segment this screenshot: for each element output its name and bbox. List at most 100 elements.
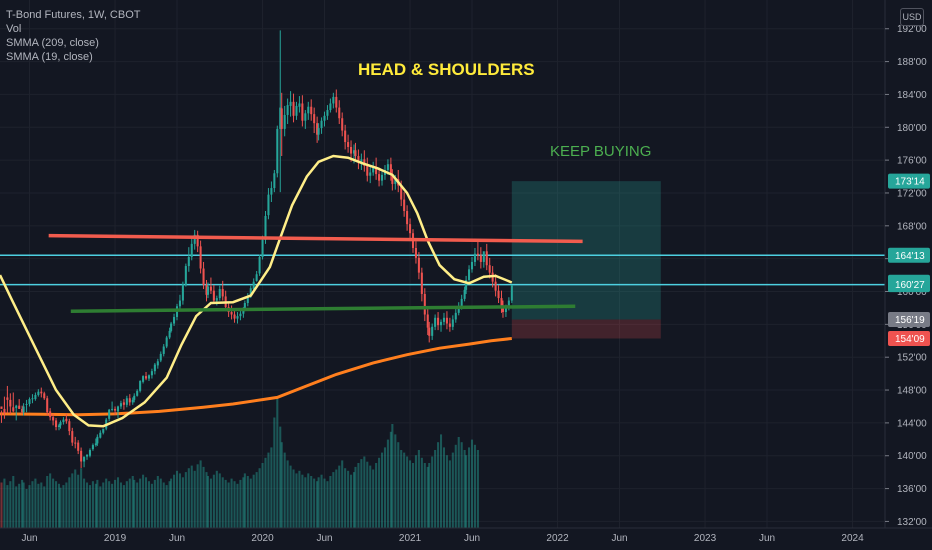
volume-bar [442,447,446,528]
volume-bar [206,476,210,528]
candle-body [482,251,485,262]
smma-slow-line [0,337,512,417]
volume-bar [105,478,108,528]
candle-body [341,118,344,131]
candle-body [406,211,409,225]
candle-body [378,174,381,181]
volume-bar [46,476,49,528]
candle-body [307,106,310,114]
candle-body [316,123,319,135]
volume-bar [310,476,313,528]
volume-bar [131,476,134,528]
candle-body [504,306,507,313]
candle-body [286,105,289,115]
candle-body [28,399,31,405]
volume-bar [323,478,326,528]
candle-body [386,164,389,170]
candle-body [165,337,168,347]
volume-bar [77,474,80,528]
candle-body [354,150,357,157]
volume-bar [267,452,270,528]
candle-body [22,406,25,413]
candle-body [485,251,488,266]
candle-body [15,405,18,409]
candle-body [88,449,92,456]
pattern-annotation: HEAD & SHOULDERS [358,60,535,79]
candle-body [445,317,448,324]
volume-bar [465,455,468,528]
volume-bar [468,447,471,528]
volume-bar [159,478,162,528]
candle-body [372,167,375,173]
candle-body [439,321,443,326]
volume-bar [423,463,426,528]
volume-bar [170,478,173,528]
volume-bar [184,472,187,528]
volume-bar [224,479,227,528]
candle-body [323,115,326,121]
volume-bar [122,485,125,528]
time-tick-label: 2022 [546,533,569,544]
price-tick-label: 152'00 [897,353,927,364]
volume-bar [111,483,114,528]
position-target-zone [511,181,661,320]
volume-bar [74,469,77,528]
candle-body [279,107,282,129]
volume-bar [258,468,261,528]
volume-bar [409,460,412,528]
volume-bar [304,477,307,528]
volume-bar [431,456,434,528]
candle-body [261,239,264,258]
candle-body [37,391,40,395]
volume-bar [209,478,212,528]
volume-bar [246,476,249,528]
candle-body [230,312,233,315]
volume-bar [55,481,58,528]
volume-bar [406,456,409,528]
volume-bar [354,466,357,528]
candle-body [473,253,476,262]
volume-bar [62,485,65,528]
candle-body [49,411,52,418]
candle-body [403,199,406,212]
volume-bar [344,468,347,528]
candle-body [344,130,347,143]
volume-bar [411,463,415,528]
candle-body [85,454,89,457]
candle-body [212,290,215,301]
volume-bar [426,466,429,528]
volume-bar [218,473,221,528]
candle-body [465,280,468,290]
candle-body [428,327,431,336]
volume-bar [165,485,168,528]
price-label-text: 160'27 [895,280,925,291]
candle-body [357,156,360,163]
candle-body [423,293,426,315]
volume-bar [369,465,372,528]
candle-body [451,319,454,327]
price-tick-label: 160'00 [897,287,927,298]
candle-body [202,268,205,285]
volume-bar [153,479,156,528]
candle-body [258,257,261,274]
candle-body [295,105,298,116]
volume-bar [352,472,356,528]
volume-bar [71,473,74,528]
candle-body [501,305,505,313]
candle-body [249,288,252,297]
candle-body [196,234,199,247]
candle-body [62,419,65,423]
candle-body [420,272,423,294]
candle-body [479,255,482,262]
price-tick-label: 180'00 [897,123,927,134]
time-tick-label: Jun [169,533,185,544]
candle-body [360,159,363,163]
currency-button[interactable]: USD [900,8,924,26]
volume-bar [454,444,457,528]
volume-bar [21,479,24,528]
price-tick-label: 168'00 [897,221,927,232]
candle-body [12,407,15,412]
candle-body [125,398,128,405]
volume-bar [108,481,111,528]
